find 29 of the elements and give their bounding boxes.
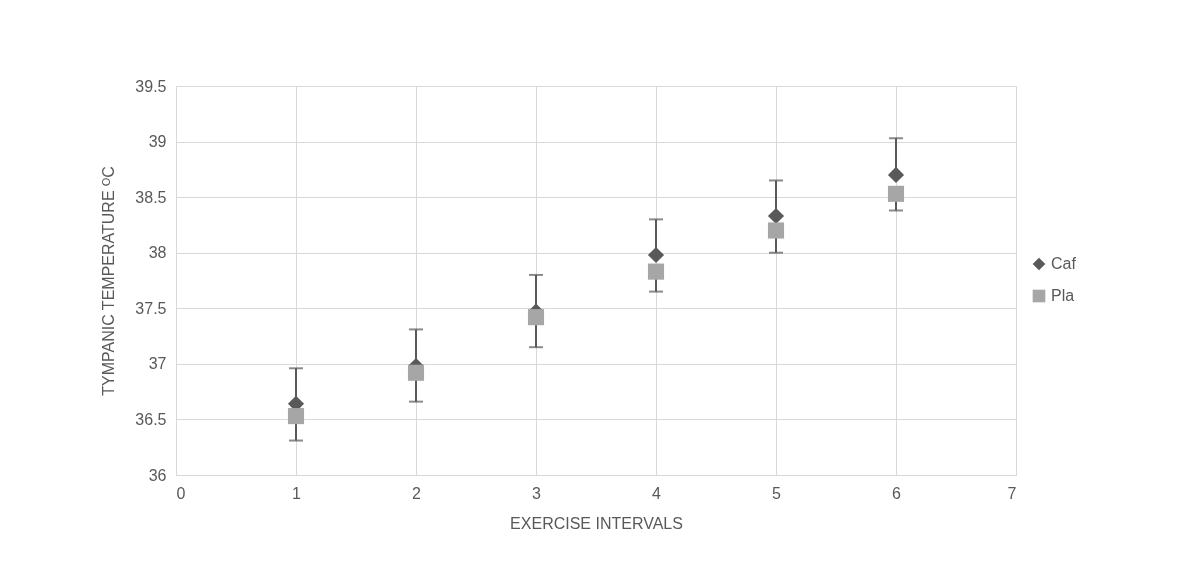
- y-tick-label: 36.5: [135, 410, 167, 428]
- x-tick-label: 7: [1007, 484, 1017, 502]
- x-tick-label: 0: [176, 484, 186, 502]
- x-tick-label: 6: [892, 484, 902, 502]
- x-axis-title: EXERCISE INTERVALS: [510, 514, 683, 532]
- point: [647, 263, 665, 280]
- point: [887, 166, 905, 183]
- y-tick-label: 39.5: [135, 77, 167, 95]
- y-tick-label: 38.5: [135, 188, 167, 206]
- point: [767, 222, 785, 239]
- y-tick-label: 37: [148, 355, 167, 373]
- x-tick-label: 3: [532, 484, 542, 502]
- y-tick-label: 37.5: [135, 299, 167, 317]
- point: [527, 309, 545, 326]
- point: [647, 246, 665, 263]
- y-axis-title: TYMPANIC TEMPERATURE ᴼC: [100, 166, 118, 396]
- point: [887, 185, 905, 202]
- x-tick-label: 5: [772, 484, 782, 502]
- point: [287, 408, 305, 425]
- y-tick-label: 36: [148, 466, 167, 484]
- point: [407, 364, 425, 381]
- x-tick-label: 4: [652, 484, 662, 502]
- x-tick-label: 1: [292, 484, 302, 502]
- point: [767, 207, 785, 225]
- x-tick-label: 2: [412, 484, 422, 502]
- y-tick-label: 38: [148, 244, 167, 262]
- legend-label: Pla: [1051, 287, 1075, 304]
- y-tick-label: 39: [148, 133, 167, 151]
- legend-label: Caf: [1051, 255, 1077, 272]
